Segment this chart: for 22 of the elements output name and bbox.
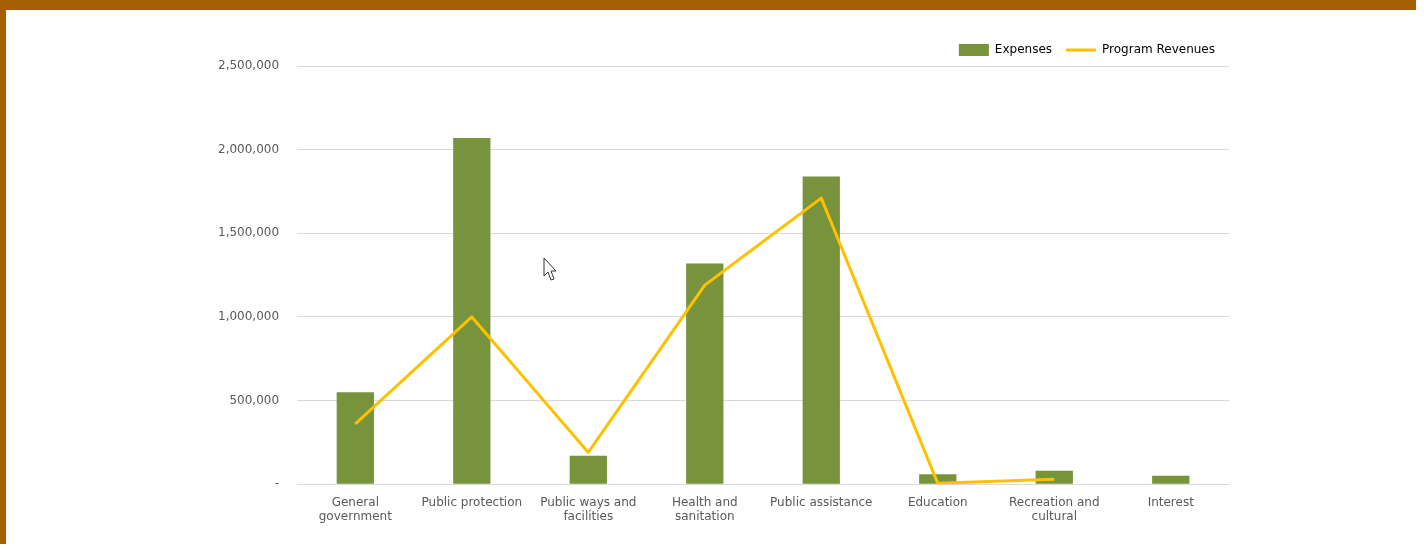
x-tick-label: Interest — [1147, 494, 1195, 509]
legend-label: Expenses — [994, 42, 1053, 57]
x-tick-label: Public protection — [421, 494, 523, 509]
x-tick-label: Health and sanitation — [671, 494, 738, 523]
y-tick-label: - — [274, 476, 280, 491]
y-tick-label: 1,000,000 — [217, 309, 280, 324]
bar — [686, 263, 724, 484]
x-tick-label: Public ways and facilities — [540, 494, 637, 523]
y-tick-label: 2,000,000 — [217, 141, 280, 156]
bar — [453, 137, 491, 484]
bar — [336, 392, 374, 484]
legend-label: Program Revenues — [1102, 42, 1216, 57]
y-tick-label: 2,500,000 — [217, 58, 280, 73]
y-tick-label: 1,500,000 — [217, 225, 280, 240]
x-tick-label: Recreation and cultural — [1008, 494, 1100, 523]
x-tick-label: Education — [907, 494, 968, 509]
x-tick-label: General government — [318, 494, 393, 523]
bar — [1152, 475, 1190, 484]
bar — [569, 455, 607, 484]
bar — [802, 176, 840, 484]
x-tick-label: Public assistance — [770, 494, 873, 509]
y-tick-label: 500,000 — [229, 392, 280, 407]
